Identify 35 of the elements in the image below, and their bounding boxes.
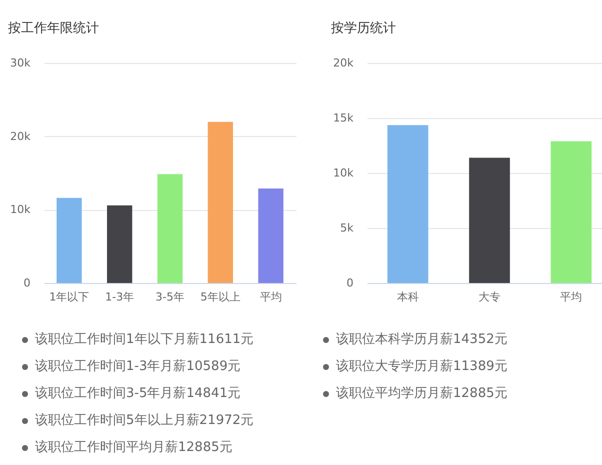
bar (258, 188, 284, 283)
text: 该职位大专学历月薪11389元 (336, 358, 508, 376)
text: 该职位工作时间1-3年月薪10589元 (35, 358, 241, 376)
x-tick-label: 1年以下 (49, 290, 90, 304)
bar (157, 174, 183, 283)
bar (56, 198, 82, 283)
text: 该职位工作时间平均月薪12885元 (35, 439, 232, 457)
chart-title: 按学历统计 (331, 21, 396, 36)
text: 该职位工作时间3-5年月薪14841元 (35, 385, 241, 403)
y-tick-label: 5k (340, 222, 354, 234)
bar (469, 158, 510, 283)
x-tick-label: 大专 (478, 290, 500, 304)
text: 该职位本科学历月薪14352元 (336, 331, 508, 349)
x-tick-label: 5年以上 (200, 290, 240, 304)
y-tick-label: 10k (333, 166, 354, 180)
y-tick-label: 20k (10, 130, 32, 143)
text: 该职位工作时间5年以上月薪21972元 (35, 412, 254, 430)
bar (107, 205, 132, 283)
x-tick-label: 平均 (560, 290, 582, 304)
x-tick-label: 本科 (396, 290, 419, 304)
y-tick-label: 20k (333, 56, 354, 70)
x-tick-label: 1-3年 (105, 290, 134, 304)
y-tick-label: 30k (10, 56, 32, 70)
y-tick-label: 10k (10, 203, 32, 216)
bar (387, 125, 428, 283)
text: 该职位平均学历月薪12885元 (336, 385, 508, 403)
x-tick-label: 3-5年 (156, 290, 184, 304)
bar (208, 122, 233, 283)
y-tick-label: 0 (346, 276, 354, 290)
text: 该职位工作时间1年以下月薪11611元 (35, 331, 254, 349)
y-tick-label: 0 (24, 276, 30, 290)
bar (550, 141, 592, 283)
y-tick-label: 15k (333, 112, 354, 124)
chart-title: 按工作年限统计 (8, 21, 99, 36)
x-tick-label: 平均 (260, 290, 282, 304)
